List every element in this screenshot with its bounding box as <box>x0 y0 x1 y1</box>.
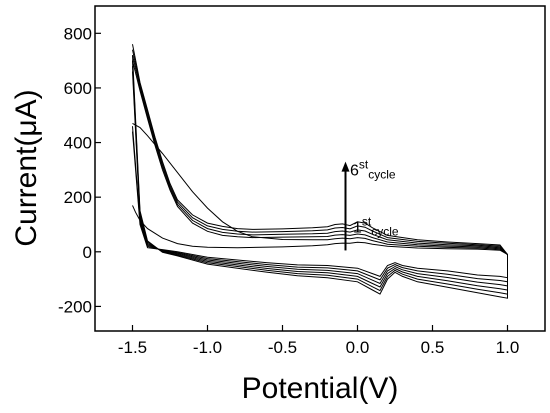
cv-curves <box>132 44 508 299</box>
y-tick-label: 600 <box>64 79 92 98</box>
y-tick-label: 200 <box>64 188 92 207</box>
annotation-1st-base: 1 <box>353 220 362 237</box>
x-tick-label: -1.0 <box>193 338 222 357</box>
annotation-1st-cycle: 1stcycle <box>353 215 399 239</box>
annotation-1st-sup: st <box>362 215 372 229</box>
y-tick-label: 800 <box>64 24 92 43</box>
cv-cycle-line-2 <box>132 49 508 295</box>
annotation-6st-sup: st <box>359 157 369 171</box>
annotation-6st-base: 6 <box>350 162 359 179</box>
x-tick-label: -0.5 <box>268 338 297 357</box>
cv-cycle-line-4 <box>132 60 508 287</box>
cycle-arrow-head <box>341 161 350 172</box>
y-tick-label: 400 <box>64 134 92 153</box>
annotation-6st-sub: cycle <box>368 167 396 181</box>
plot-frame <box>94 5 546 332</box>
x-tick-label: 0.0 <box>346 338 370 357</box>
cv-cycle-line-1 <box>132 44 508 299</box>
cv-cycle-line-5 <box>132 122 508 283</box>
y-axis-ticks: -200 0 200 400 600 800 <box>58 24 101 316</box>
annotation-6st-cycle: 6stcycle <box>350 157 396 181</box>
annotation-1st-sub: cycle <box>371 225 399 239</box>
x-axis-title: Potential(V) <box>242 372 399 405</box>
y-axis-title: Current(μA) <box>10 89 43 246</box>
x-tick-label: 1.0 <box>496 338 520 357</box>
x-tick-label: 0.5 <box>421 338 445 357</box>
y-tick-label: -200 <box>58 297 92 316</box>
y-tick-label: 0 <box>83 243 92 262</box>
x-axis-ticks: -1.5 -1.0 -0.5 0.0 0.5 1.0 <box>118 325 519 357</box>
cv-cycle-line-6 <box>132 131 508 279</box>
x-tick-label: -1.5 <box>118 338 147 357</box>
cv-cycle-line-3 <box>132 55 508 291</box>
